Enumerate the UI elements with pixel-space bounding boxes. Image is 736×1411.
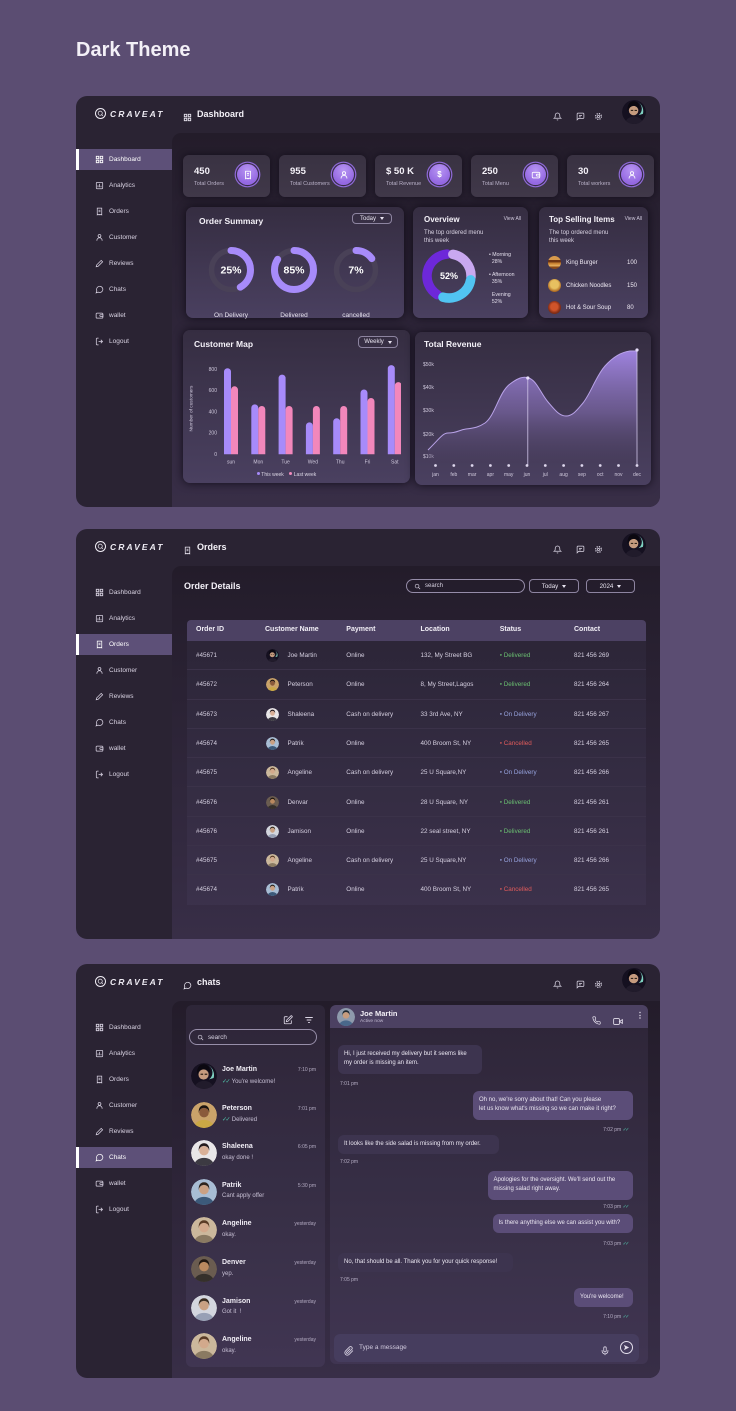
svg-text:may: may — [504, 472, 514, 478]
svg-text:$20k: $20k — [423, 432, 434, 438]
svg-text:nov: nov — [614, 472, 623, 478]
svg-text:600: 600 — [209, 388, 218, 394]
svg-text:Thu: Thu — [336, 460, 345, 466]
svg-text:400: 400 — [209, 410, 218, 416]
svg-text:aug: aug — [559, 472, 568, 478]
svg-text:200: 200 — [209, 431, 218, 437]
svg-text:apr: apr — [487, 472, 495, 478]
svg-text:jan: jan — [431, 472, 439, 478]
svg-text:feb: feb — [450, 472, 457, 478]
svg-text:Mon: Mon — [253, 460, 263, 466]
svg-text:25%: 25% — [220, 265, 242, 277]
svg-text:0: 0 — [214, 452, 217, 458]
svg-text:$50k: $50k — [423, 362, 434, 368]
svg-text:800: 800 — [209, 367, 218, 373]
svg-text:52%: 52% — [440, 271, 458, 281]
svg-text:7%: 7% — [348, 265, 364, 277]
svg-text:$30k: $30k — [423, 408, 434, 414]
svg-text:Tue: Tue — [281, 460, 290, 466]
svg-text:Sat: Sat — [391, 460, 399, 466]
svg-text:oct: oct — [597, 472, 604, 478]
svg-text:sep: sep — [578, 472, 586, 478]
svg-text:sun: sun — [227, 460, 235, 466]
svg-text:Wed: Wed — [308, 460, 318, 466]
svg-text:jun: jun — [523, 472, 531, 478]
svg-text:jul: jul — [542, 472, 548, 478]
svg-text:Fri: Fri — [365, 460, 371, 466]
svg-text:85%: 85% — [283, 265, 305, 277]
svg-text:mar: mar — [468, 472, 477, 478]
svg-text:dec: dec — [633, 472, 642, 478]
svg-text:$40k: $40k — [423, 385, 434, 391]
